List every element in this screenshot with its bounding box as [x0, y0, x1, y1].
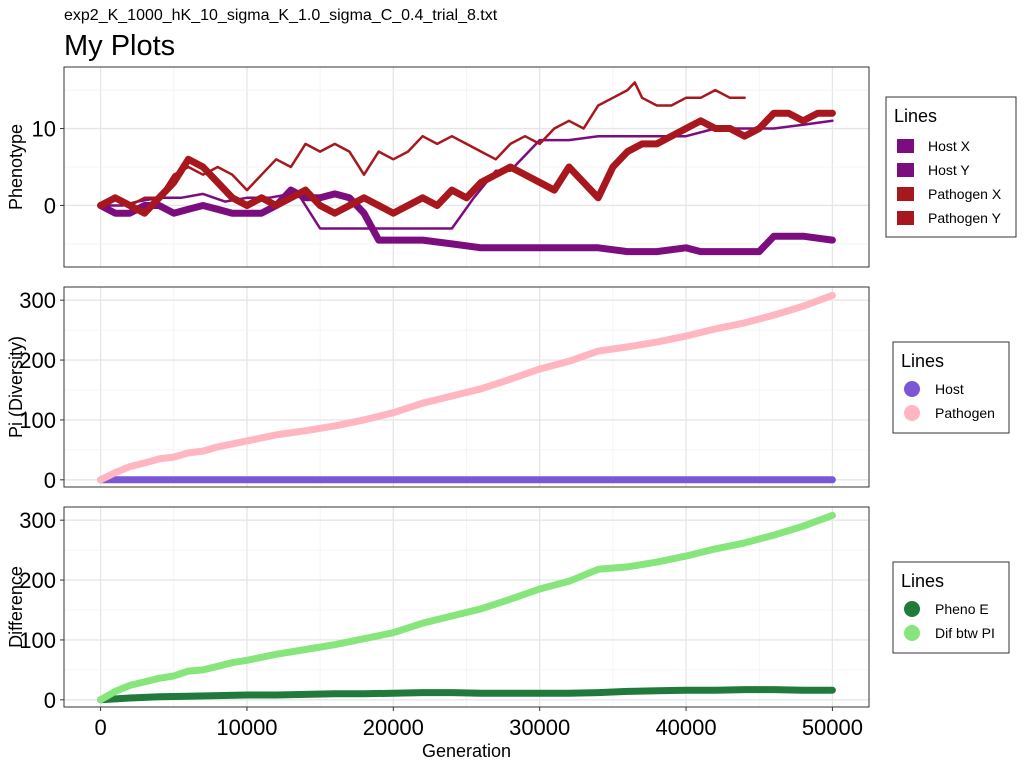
- chart-title: My Plots: [64, 30, 175, 62]
- series-line-host-y: [97, 186, 836, 256]
- panel-border: [63, 66, 870, 268]
- panel-border: [63, 506, 870, 708]
- legend-title: Lines: [901, 571, 944, 591]
- y-tick-label: 300: [19, 288, 56, 313]
- legend-key: [897, 187, 914, 201]
- legend: Lines Host X Host Y Pathogen X Pathogen Y: [885, 96, 1017, 238]
- legend-key: [904, 625, 920, 641]
- y-tick-label: 100: [19, 628, 56, 653]
- x-tick-label: 0: [94, 715, 106, 740]
- legend-label: Pathogen Y: [928, 210, 1002, 226]
- x-tick-label: 30000: [509, 715, 570, 740]
- legend-label: Host X: [928, 138, 971, 154]
- chart-subtitle: exp2_K_1000_hK_10_sigma_K_1.0_sigma_C_0.…: [64, 7, 498, 24]
- x-tick-label: 10000: [216, 715, 277, 740]
- legend-label: Pathogen: [935, 405, 995, 421]
- legend-label: Host Y: [928, 162, 970, 178]
- legend-label: Pathogen X: [928, 186, 1002, 202]
- x-tick-label: 40000: [655, 715, 716, 740]
- y-tick-label: 300: [19, 508, 56, 533]
- legend-key: [897, 163, 914, 177]
- y-tick-label: 0: [44, 193, 56, 218]
- y-axis-label: Pi (Diversity): [6, 336, 26, 438]
- y-tick-label: 10: [32, 117, 56, 142]
- legend-label: Pheno E: [935, 601, 989, 617]
- legend-key: [897, 139, 914, 153]
- y-tick-label: 0: [44, 468, 56, 493]
- series-line-dif-btw-pi: [97, 511, 836, 704]
- legend: Lines Host Pathogen: [892, 341, 1010, 434]
- legend-key: [904, 381, 920, 397]
- legend-label: Dif btw PI: [935, 625, 995, 641]
- legend-key: [904, 405, 920, 421]
- y-axis-label: Phenotype: [6, 124, 26, 210]
- x-tick-label: 50000: [802, 715, 863, 740]
- x-axis-label: Generation: [422, 741, 511, 761]
- legend-title: Lines: [901, 351, 944, 371]
- panel-1: 0 10 Phenotype Lines Host X Host Y Pathogen X P…: [6, 66, 1017, 268]
- series-line-pheno-e: [97, 686, 836, 704]
- y-tick-label: 0: [44, 688, 56, 713]
- y-tick-label: 200: [19, 348, 56, 373]
- legend-title: Lines: [894, 106, 937, 126]
- series-line-pathogen: [97, 291, 836, 484]
- panel-border: [63, 286, 870, 488]
- series-line-pathogen-y: [97, 109, 836, 217]
- legend-label: Host: [935, 381, 964, 397]
- legend: Lines Pheno E Dif btw PI: [892, 561, 1010, 654]
- legend-key: [897, 211, 914, 225]
- panel-3: 0 100 200 300 0 10000 20000 30000 40000 50000 Gene…: [6, 506, 1010, 761]
- legend-key: [904, 601, 920, 617]
- y-tick-label: 100: [19, 408, 56, 433]
- panel-2: 0 100 200 300 Pi (Diversity) Lines Host Pathoge…: [6, 286, 1010, 493]
- x-tick-label: 20000: [363, 715, 424, 740]
- y-tick-label: 200: [19, 568, 56, 593]
- y-axis-label: Difference: [6, 566, 26, 648]
